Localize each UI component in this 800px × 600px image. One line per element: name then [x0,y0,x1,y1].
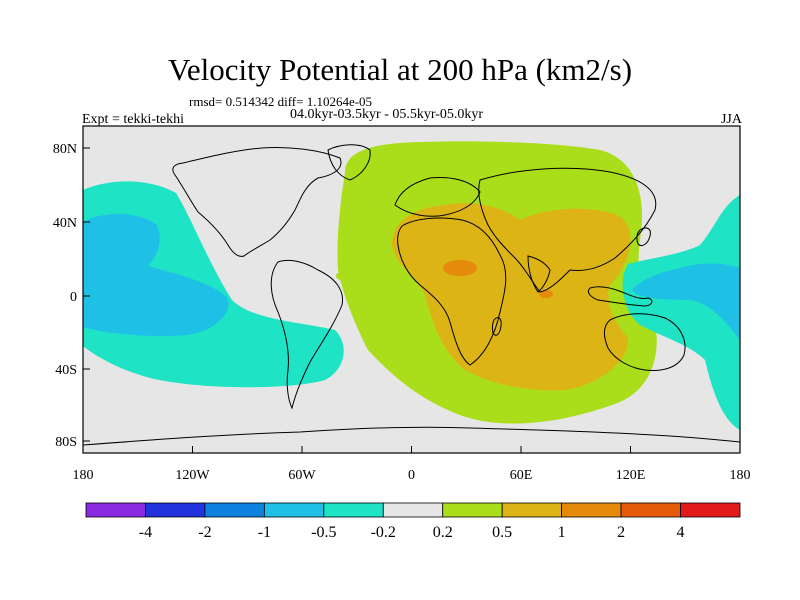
lon-tick-label: 120E [616,468,646,483]
colorbar-swatch [382,502,444,518]
colorbar-swatch [204,502,265,518]
colorbar-swatch [561,502,622,518]
coast-europe [394,177,481,217]
orange-patch-africa [443,260,477,276]
orange-patch-indian [539,290,553,298]
contour-field [83,126,740,453]
coast-japan [636,227,651,247]
colorbar-swatch [620,502,681,518]
colorbar-swatch [680,502,741,518]
coast-antarctica [83,426,740,446]
colorbar: -4 -2 -1 -0.5 -0.2 0.2 0.5 1 2 4 [85,502,741,541]
colorbar-swatch [442,502,503,518]
green-patch-atlantic [336,272,348,280]
coast-greenland [327,144,371,181]
lon-tick-label: 60E [510,468,533,483]
lon-tick-label: 0 [408,468,415,483]
coast-north-america [172,147,342,257]
colorbar-label: -0.2 [371,524,396,541]
lon-tick-label: 180 [730,468,751,483]
west-pacific-cyan-region [632,263,740,340]
latitude-axis: 80N 40N 0 40S 80S [53,142,90,450]
coast-australia [604,313,686,371]
colorbar-label: 2 [617,524,625,541]
colorbar-swatch [501,502,563,518]
lat-tick-label: 40S [55,363,77,378]
colorbar-label: 0.5 [492,524,512,541]
lat-tick-label: 0 [70,290,77,305]
lon-tick-label: 60W [288,468,316,483]
coast-africa [397,217,507,366]
colorbar-swatch [145,502,206,518]
lat-tick-label: 40N [53,216,77,231]
colorbar-label: -4 [139,524,152,541]
colorbar-swatch [323,502,384,518]
coast-madagascar [491,317,502,336]
colorbar-label: -0.5 [311,524,336,541]
coast-indonesia [587,286,653,307]
longitude-axis: 180 120W 60W 0 60E 120E 180 [73,446,751,483]
colorbar-label: -2 [198,524,211,541]
experiment-label: Expt = tekki-tekhi [82,112,184,127]
period-line: 04.0kyr-03.5kyr - 05.5kyr-05.0kyr [290,107,484,122]
coast-asia [478,167,657,293]
coast-india [527,255,551,293]
colorbar-label: 1 [558,524,566,541]
pacific-cyan-region [83,214,229,337]
season-label: JJA [720,112,742,127]
coast-south-america [270,259,344,410]
coastlines [83,144,740,446]
lon-tick-label: 180 [73,468,94,483]
colorbar-label: 4 [677,524,685,541]
positive-gold-region [392,203,631,391]
lat-tick-label: 80N [53,142,77,157]
colorbar-label: -1 [258,524,271,541]
colorbar-swatch [263,502,325,518]
stats-line: rmsd= 0.514342 diff= 1.10264e-05 [189,94,373,109]
west-pacific-teal-region [622,195,740,430]
map-title: Velocity Potential at 200 hPa (km2/s) [167,52,633,87]
colorbar-swatch [85,502,146,518]
colorbar-label: 0.2 [433,524,453,541]
lon-tick-label: 120W [175,468,210,483]
lat-tick-label: 80S [55,435,77,450]
